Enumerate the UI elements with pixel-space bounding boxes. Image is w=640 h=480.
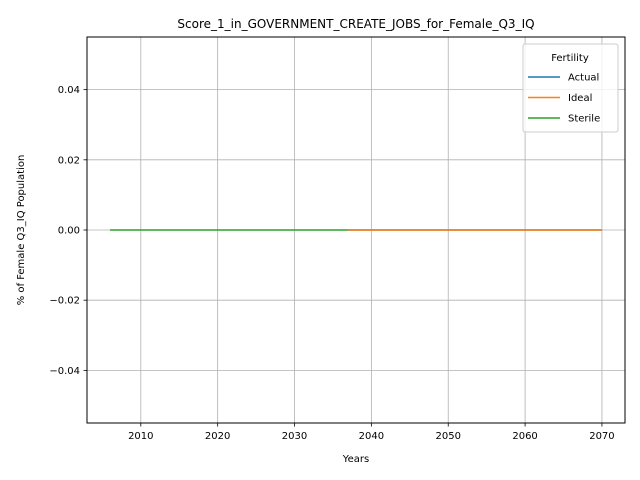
x-axis-label: Years (342, 454, 369, 465)
legend: Fertility Actual Ideal Sterile (522, 43, 619, 133)
y-tick-label: 0.00 (58, 226, 80, 237)
legend-title: Fertility (551, 53, 589, 64)
y-axis-ticks: −0.04 −0.02 0.00 0.02 0.04 (49, 85, 87, 377)
y-tick-label: −0.02 (49, 296, 80, 307)
chart-title: Score_1_in_GOVERNMENT_CREATE_JOBS_for_Fe… (177, 17, 534, 31)
x-axis-ticks: 2010 2020 2030 2040 2050 2060 2070 (128, 423, 615, 442)
y-axis-label: % of Female Q3_IQ Population (16, 155, 27, 306)
y-tick-label: −0.04 (49, 366, 80, 377)
legend-label-actual: Actual (568, 73, 599, 84)
legend-label-sterile: Sterile (568, 114, 600, 125)
legend-label-ideal: Ideal (568, 93, 592, 104)
x-tick-label: 2030 (282, 431, 307, 442)
legend-box (522, 43, 619, 133)
y-tick-label: 0.02 (58, 155, 80, 166)
x-tick-label: 2020 (205, 431, 230, 442)
x-tick-label: 2010 (128, 431, 153, 442)
x-tick-label: 2060 (512, 431, 537, 442)
x-tick-label: 2040 (359, 431, 384, 442)
y-tick-label: 0.04 (58, 85, 80, 96)
legend-entries: Actual Ideal Sterile (528, 73, 600, 125)
x-tick-label: 2050 (436, 431, 461, 442)
x-tick-label: 2070 (589, 431, 614, 442)
